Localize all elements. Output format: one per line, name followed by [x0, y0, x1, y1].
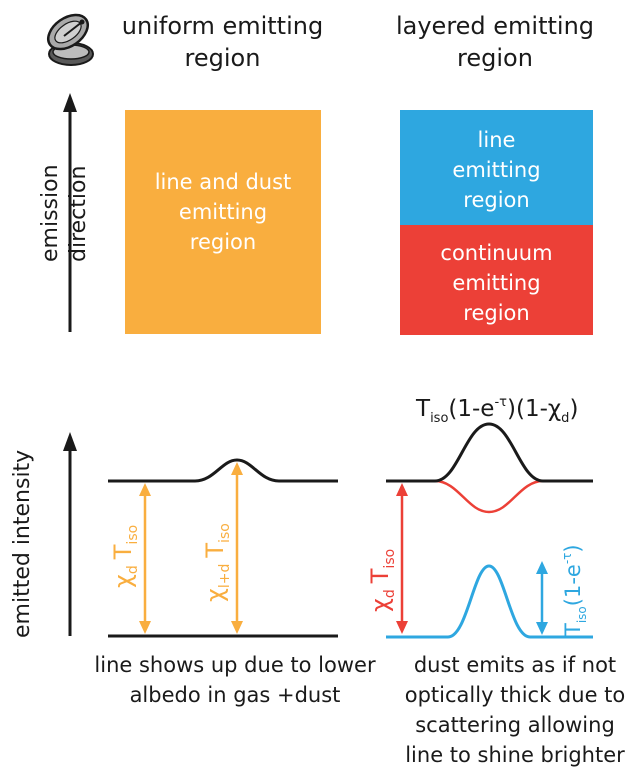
- header-layered: layered emitting region: [370, 10, 620, 74]
- emission-direction-arrow: [63, 93, 77, 332]
- left-caption-line1: line shows up due to lower: [94, 653, 376, 677]
- left-caption: line shows up due to lower albedo in gas…: [85, 650, 385, 710]
- continuum-emitting-box: [400, 225, 593, 335]
- uniform-box-line1: line and dust: [154, 170, 292, 194]
- header-layered-line2: region: [457, 44, 533, 72]
- right-arrow-tiso: [536, 561, 548, 635]
- header-layered-line1: layered emitting: [395, 12, 595, 40]
- right-red-profile: [434, 479, 544, 514]
- satellite-dish-icon: [47, 13, 94, 66]
- right-arrow1-label: χdTiso: [366, 549, 398, 612]
- line-box-line1: line: [477, 128, 516, 152]
- emitted-intensity-arrow: [63, 432, 77, 636]
- left-plot: χdTiso χl+dTiso: [108, 458, 338, 638]
- uniform-box-line2: emitting: [178, 200, 268, 224]
- right-caption: dust emits as if not optically thick due…: [395, 650, 635, 769]
- right-formula: Tiso(1-e-τ)(1-χd): [415, 395, 578, 426]
- line-emitting-box: [400, 110, 593, 225]
- line-box-line3: region: [463, 188, 530, 212]
- right-arrow2-label: Tiso(1-e-τ): [560, 544, 589, 637]
- left-caption-line2: albedo in gas +dust: [129, 683, 341, 707]
- continuum-box-line3: region: [463, 301, 530, 325]
- right-caption-line3: scattering allowing: [415, 713, 615, 737]
- right-caption-line1: dust emits as if not: [413, 653, 617, 677]
- right-blue-profile: [386, 564, 593, 639]
- header-uniform: uniform emitting region: [90, 10, 355, 74]
- right-black-profile: [386, 422, 593, 483]
- uniform-box-line3: region: [189, 230, 257, 254]
- right-plot: χdTiso Tiso(1-e-τ) Tiso(1-e-τ)(1-χd): [366, 395, 593, 639]
- uniform-emitting-box: [125, 110, 321, 334]
- right-caption-line2: optically thick due to: [404, 683, 626, 707]
- left-arrow2-label: χl+dTiso: [201, 523, 233, 602]
- header-uniform-line2: region: [184, 44, 261, 72]
- right-arrow-chi-d: [396, 483, 408, 634]
- continuum-box-label: continuum emitting region: [400, 238, 593, 328]
- header-uniform-line1: uniform emitting: [121, 12, 324, 40]
- left-arrow-chi-d: [139, 483, 151, 634]
- line-box-line2: emitting: [452, 158, 541, 182]
- left-line-profile: [108, 458, 338, 483]
- continuum-box-line2: emitting: [452, 271, 541, 295]
- continuum-box-line1: continuum: [440, 241, 553, 265]
- left-arrow1-label: χdTiso: [109, 525, 141, 588]
- line-box-label: line emitting region: [400, 125, 593, 215]
- left-arrow-chi-ld: [231, 462, 243, 634]
- uniform-box-label: line and dust emitting region: [125, 167, 321, 257]
- right-caption-line4: line to shine brighter: [405, 743, 625, 767]
